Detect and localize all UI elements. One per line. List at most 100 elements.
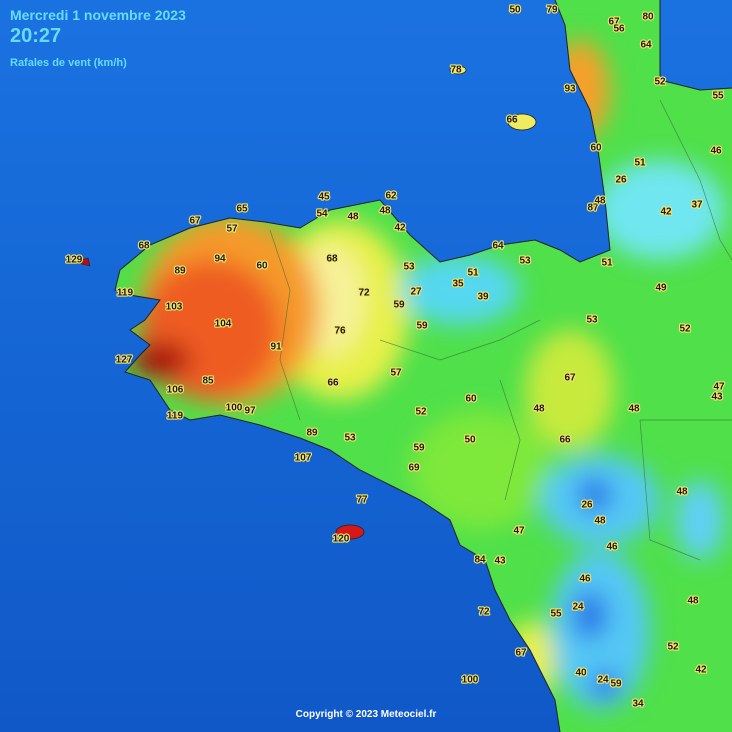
island xyxy=(335,524,365,540)
copyright: Copyright © 2023 Meteociel.fr xyxy=(296,709,437,720)
station-value: 50 xyxy=(464,435,476,446)
station-value: 62 xyxy=(385,191,397,202)
station-value: 119 xyxy=(167,411,184,422)
station-value: 26 xyxy=(581,500,593,511)
station-value: 26 xyxy=(615,175,627,186)
station-value: 46 xyxy=(579,574,591,585)
station-value: 66 xyxy=(327,378,339,389)
station-value: 47 xyxy=(513,526,525,537)
station-value: 69 xyxy=(408,463,420,474)
station-value: 52 xyxy=(667,642,679,653)
station-value: 34 xyxy=(632,699,644,710)
station-value: 42 xyxy=(695,665,707,676)
station-value: 48 xyxy=(594,196,606,207)
station-value: 53 xyxy=(403,262,415,273)
station-value: 57 xyxy=(390,368,402,379)
station-value: 93 xyxy=(564,84,576,95)
station-value: 56 xyxy=(613,24,625,35)
station-value: 39 xyxy=(477,292,489,303)
coastline xyxy=(114,0,732,732)
station-value: 48 xyxy=(379,206,391,217)
station-value: 66 xyxy=(559,435,571,446)
station-value: 59 xyxy=(416,321,428,332)
station-value: 54 xyxy=(316,209,328,220)
station-value: 104 xyxy=(215,319,232,330)
station-value: 78 xyxy=(450,65,462,76)
station-value: 49 xyxy=(655,283,667,294)
station-value: 60 xyxy=(256,261,268,272)
station-value: 43 xyxy=(711,392,723,403)
date: Mercredi 1 novembre 2023 xyxy=(10,7,186,23)
station-value: 127 xyxy=(116,355,133,366)
station-value: 67 xyxy=(564,373,576,384)
station-value: 46 xyxy=(710,146,722,157)
station-value: 94 xyxy=(214,254,226,265)
station-value: 24 xyxy=(597,675,609,686)
station-value: 55 xyxy=(550,609,562,620)
station-value: 48 xyxy=(687,596,699,607)
station-value: 45 xyxy=(318,192,330,203)
station-value: 59 xyxy=(393,300,405,311)
station-value: 107 xyxy=(295,453,312,464)
station-value: 85 xyxy=(202,376,214,387)
station-value: 103 xyxy=(166,302,183,313)
station-value: 52 xyxy=(679,324,691,335)
station-value: 119 xyxy=(117,288,134,299)
station-value: 51 xyxy=(634,158,646,169)
station-value: 68 xyxy=(138,241,150,252)
time: 20:27 xyxy=(10,25,61,47)
station-value: 106 xyxy=(167,385,184,396)
island xyxy=(449,65,467,75)
station-value: 57 xyxy=(226,224,238,235)
subtitle: Rafales de vent (km/h) xyxy=(10,57,127,69)
station-value: 65 xyxy=(236,204,248,215)
station-value: 47 xyxy=(713,382,725,393)
station-value: 87 xyxy=(587,203,599,214)
station-value: 89 xyxy=(306,428,318,439)
station-value: 67 xyxy=(608,17,620,28)
station-value: 80 xyxy=(642,12,654,23)
station-value: 67 xyxy=(189,216,201,227)
station-value: 72 xyxy=(478,607,490,618)
station-value: 64 xyxy=(640,40,652,51)
station-value: 79 xyxy=(546,5,558,16)
station-value: 129 xyxy=(66,255,83,266)
station-value: 84 xyxy=(474,555,486,566)
station-value: 35 xyxy=(452,279,464,290)
station-value: 27 xyxy=(410,287,422,298)
station-value: 120 xyxy=(333,534,350,545)
station-value: 60 xyxy=(465,394,477,405)
station-value: 91 xyxy=(270,342,282,353)
station-value: 59 xyxy=(413,443,425,454)
station-value: 72 xyxy=(358,288,370,299)
station-value: 53 xyxy=(344,433,356,444)
station-value: 53 xyxy=(586,315,598,326)
station-value: 100 xyxy=(226,403,243,414)
stations: 50 79675680647852559366466051268748423745… xyxy=(65,4,727,711)
station-value: 48 xyxy=(676,487,688,498)
station-value: 51 xyxy=(601,258,613,269)
station-value: 43 xyxy=(494,556,506,567)
station-value: 40 xyxy=(575,668,587,679)
station-value: 76 xyxy=(334,326,346,337)
station-value: 59 xyxy=(610,679,622,690)
station-value: 52 xyxy=(415,407,427,418)
station-value: 24 xyxy=(572,602,584,613)
station-value: 37 xyxy=(691,200,703,211)
station-value: 53 xyxy=(519,256,531,267)
station-value: 48 xyxy=(533,404,545,415)
station-value: 64 xyxy=(492,241,504,252)
station-value: 51 xyxy=(467,268,479,279)
station-value: 66 xyxy=(506,115,518,126)
station-value: 52 xyxy=(654,77,666,88)
station-value: 46 xyxy=(606,542,618,553)
station-value: 68 xyxy=(326,254,338,265)
station-value: 60 xyxy=(590,143,602,154)
station-value: 67 xyxy=(515,648,527,659)
station-value: 42 xyxy=(660,207,672,218)
station-value: 48 xyxy=(594,516,606,527)
station-value: 48 xyxy=(347,212,359,223)
station-value: 42 xyxy=(394,223,406,234)
island xyxy=(507,113,537,131)
